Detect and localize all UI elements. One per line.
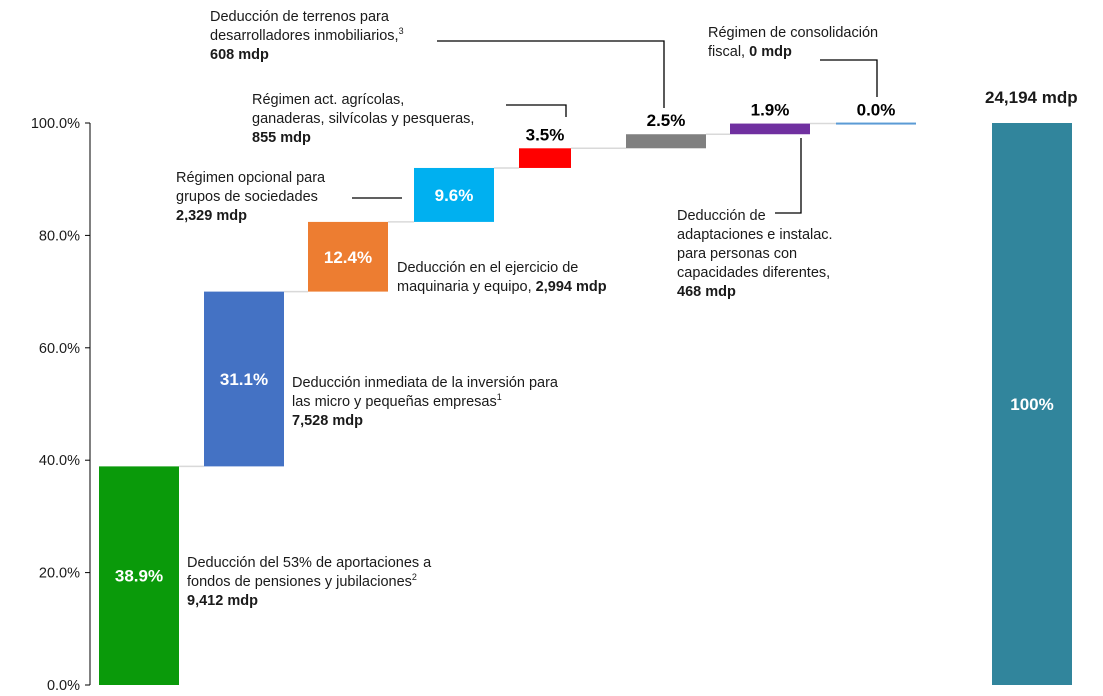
footnote-marker: 1	[496, 392, 502, 403]
bar-step-3	[308, 221, 388, 292]
total-title: 24,194 mdp	[985, 88, 1078, 107]
bar-step-4	[414, 167, 494, 222]
annotation-line: ganaderas, silvícolas y pesqueras,	[252, 111, 475, 127]
annotation-amount: 468 mdp	[677, 284, 736, 300]
footnote-marker: 3	[398, 26, 404, 37]
annotation-amount: 855 mdp	[252, 130, 311, 146]
annotation-line: adaptaciones e instalac.	[677, 227, 833, 243]
annotation-line: Régimen opcional para	[176, 170, 326, 186]
annotation-step-5: Régimen act. agrícolas, ganaderas, silvíc…	[252, 91, 474, 148]
bar-label-1: 38.9%	[115, 567, 163, 586]
bar-step-2	[204, 291, 284, 467]
annotation-line: para personas con	[677, 246, 798, 262]
annotation-line: las micro y pequeñas empresas1	[292, 392, 502, 410]
leader-step-5	[506, 104, 567, 117]
annotation-amount: 0 mdp	[749, 44, 792, 60]
connector-lines	[179, 122, 836, 468]
annotation-line: Deducción en el ejercicio de	[397, 260, 579, 276]
annotation-line: capacidades diferentes,	[677, 265, 831, 281]
bar-label-6: 2.5%	[647, 111, 686, 130]
annotation-step-8: Régimen de consolidación fiscal, 0 mdp	[708, 24, 878, 62]
bar-label-3: 12.4%	[324, 248, 372, 267]
leader-step-6	[437, 40, 665, 108]
annotation-step-3: Deducción en el ejercicio de maquinaria y…	[397, 259, 607, 297]
annotation-step-6: Deducción de terrenos para desarrolladore…	[210, 8, 404, 65]
annotation-line: fondos de pensiones y jubilaciones2	[187, 572, 417, 590]
annotation-step-1: Deducción del 53% de aportaciones a fondo…	[187, 554, 431, 611]
y-tick-label: 100.0%	[31, 116, 80, 132]
annotation-amount: 9,412 mdp	[187, 593, 258, 609]
annotation-line: maquinaria y equipo, 2,994 mdp	[397, 279, 607, 295]
bars	[99, 122, 1072, 685]
y-tick-label: 0.0%	[47, 678, 80, 694]
bar-step-1	[99, 466, 179, 685]
annotation-amount: 2,994 mdp	[535, 279, 607, 295]
annotation-step-4: Régimen opcional para grupos de sociedade…	[176, 169, 325, 226]
bar-step-6	[626, 134, 706, 149]
annotation-line: Deducción de terrenos para	[210, 9, 389, 25]
annotation-amount: 7,528 mdp	[292, 413, 363, 429]
bar-total-label: 100%	[1010, 395, 1053, 414]
annotation-line: Deducción inmediata de la inversión para	[292, 375, 558, 391]
annotation-step-7: Deducción de adaptaciones e instalac. para…	[677, 207, 833, 302]
annotation-step-2: Deducción inmediata de la inversión para…	[292, 374, 558, 431]
annotation-line: grupos de sociedades	[176, 189, 318, 205]
bar-label-8: 0.0%	[857, 101, 896, 120]
leader-step-7	[775, 138, 802, 214]
bar-step-5	[519, 148, 571, 168]
bar-total	[992, 123, 1072, 685]
annotation-line: Régimen act. agrícolas,	[252, 92, 405, 108]
annotation-line: Deducción de	[677, 208, 766, 224]
leader-lines	[352, 40, 878, 214]
annotation-line: Régimen de consolidación	[708, 25, 879, 41]
bar-label-7: 1.9%	[751, 101, 790, 120]
leader-step-8	[820, 59, 878, 97]
footnote-marker: 2	[411, 572, 417, 583]
bar-step-8	[836, 122, 916, 125]
y-tick-label: 40.0%	[39, 453, 80, 469]
y-tick-label: 80.0%	[39, 228, 80, 244]
annotation-amount: 2,329 mdp	[176, 208, 247, 224]
bar-label-2: 31.1%	[220, 370, 268, 389]
bar-label-5: 3.5%	[526, 125, 565, 144]
y-tick-label: 60.0%	[39, 341, 80, 357]
y-axis: 0.0% 20.0% 40.0% 60.0% 80.0% 100.0%	[31, 116, 91, 694]
bar-labels: 100% 38.9% 31.1% 12.4% 9.6% 3.5% 2.5% 1.9% 0.0%	[115, 101, 1054, 586]
bar-step-7	[730, 123, 810, 135]
annotation-line: desarrolladores inmobiliarios,3	[210, 26, 404, 44]
annotation-line: fiscal, 0 mdp	[708, 44, 792, 60]
bar-label-4: 9.6%	[435, 186, 474, 205]
y-tick-label: 20.0%	[39, 566, 80, 582]
annotation-amount: 608 mdp	[210, 47, 269, 63]
annotation-line: Deducción del 53% de aportaciones a	[187, 555, 432, 571]
